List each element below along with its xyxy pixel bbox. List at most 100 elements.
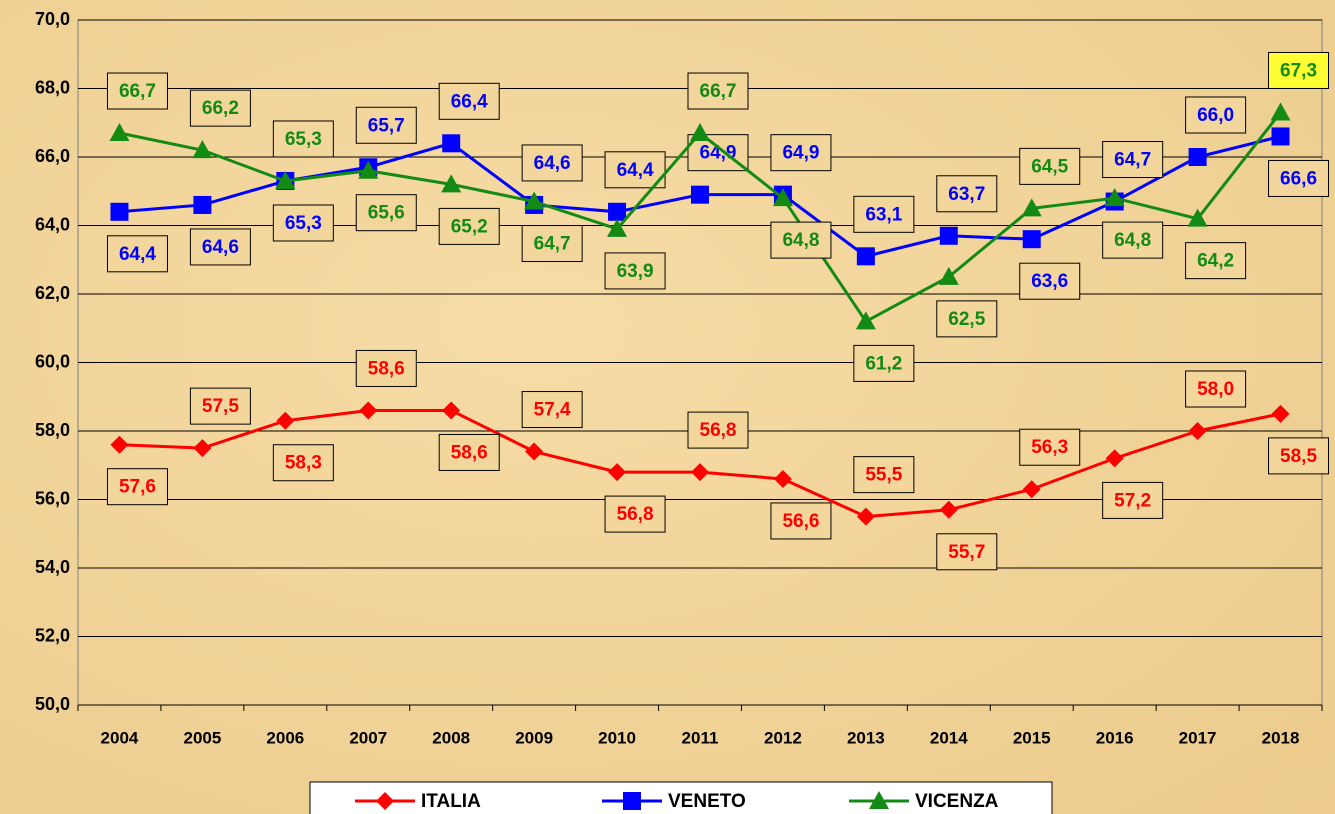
data-point	[525, 442, 544, 461]
legend	[309, 781, 1053, 814]
data-label: 58,0	[1197, 379, 1234, 400]
data-label-box	[438, 82, 500, 120]
data-label-box	[355, 194, 417, 232]
data-point	[1188, 422, 1207, 440]
data-point	[690, 123, 710, 142]
legend-marker	[623, 792, 641, 810]
data-point	[442, 401, 461, 420]
data-label-box	[189, 387, 251, 425]
data-label: 64,4	[119, 244, 156, 265]
data-label-box	[604, 151, 666, 189]
data-label-box	[1185, 370, 1247, 408]
x-tick-label: 2004	[101, 728, 139, 747]
data-label: 64,6	[202, 237, 239, 258]
data-label-box	[770, 221, 832, 259]
data-label: 63,1	[865, 204, 902, 225]
data-point	[939, 500, 958, 519]
data-label: 61,2	[865, 353, 902, 374]
data-label-box	[272, 204, 334, 242]
data-point	[193, 195, 212, 214]
data-label-box	[1268, 159, 1330, 197]
data-label: 66,6	[1280, 168, 1317, 189]
data-label-box	[189, 228, 251, 266]
data-label: 63,7	[948, 184, 985, 205]
data-point	[193, 439, 212, 458]
data-label-box	[521, 225, 583, 263]
data-label-box	[770, 502, 832, 540]
data-label: 65,7	[368, 115, 405, 136]
data-point	[607, 218, 628, 237]
data-point	[524, 191, 545, 210]
data-label-box	[272, 120, 334, 158]
data-label-box	[770, 134, 832, 172]
data-label-box	[853, 195, 915, 233]
data-label: 66,7	[119, 81, 156, 102]
data-label-box	[1102, 141, 1164, 179]
data-point	[608, 202, 627, 221]
data-point	[1187, 208, 1208, 227]
y-tick-label: 50,0	[35, 694, 70, 714]
data-point	[856, 247, 875, 266]
x-tick-label: 2009	[515, 728, 553, 747]
data-label-box	[355, 106, 417, 144]
data-label-box	[853, 344, 915, 382]
x-tick-label: 2014	[930, 728, 968, 747]
data-label: 65,2	[451, 216, 488, 237]
data-label-box	[1019, 262, 1081, 300]
data-point	[1022, 480, 1041, 499]
data-label-box	[106, 72, 168, 110]
data-label-box	[521, 144, 583, 182]
y-tick-label: 64,0	[35, 214, 70, 234]
data-label: 66,0	[1197, 105, 1234, 126]
data-point	[608, 463, 627, 482]
y-tick-label: 56,0	[35, 488, 70, 508]
data-label: 67,3	[1280, 60, 1317, 81]
data-label-box	[521, 391, 583, 429]
data-label-box	[438, 207, 500, 245]
data-label-box	[1102, 221, 1164, 259]
data-point	[441, 174, 462, 193]
data-label: 62,5	[948, 309, 985, 330]
data-label: 58,6	[451, 442, 488, 463]
data-label: 66,2	[202, 98, 239, 119]
data-point	[276, 411, 295, 430]
legend-label: ITALIA	[421, 791, 481, 812]
data-point	[1021, 198, 1042, 217]
data-label: 56,3	[1031, 437, 1068, 458]
data-label: 65,3	[285, 213, 322, 234]
data-label-box	[355, 349, 417, 387]
data-point	[192, 140, 213, 159]
data-label-box	[1268, 51, 1330, 89]
data-label: 64,7	[1114, 150, 1151, 171]
data-label: 56,8	[700, 420, 737, 441]
data-label-box	[936, 175, 998, 213]
x-tick-label: 2005	[183, 728, 221, 747]
data-label: 56,8	[617, 504, 654, 525]
y-tick-label: 54,0	[35, 557, 70, 577]
data-label: 63,9	[617, 261, 654, 282]
x-tick-label: 2018	[1262, 728, 1300, 747]
data-label: 65,3	[285, 129, 322, 150]
data-label-box	[936, 533, 998, 571]
data-label: 57,2	[1114, 490, 1151, 511]
data-label-box	[853, 456, 915, 494]
data-label: 64,7	[534, 234, 571, 255]
data-label: 58,3	[285, 453, 322, 474]
data-point	[109, 123, 130, 142]
x-tick-label: 2016	[1096, 728, 1134, 747]
x-tick-label: 2012	[764, 728, 802, 747]
data-label: 65,6	[368, 203, 405, 224]
y-tick-label: 66,0	[35, 146, 70, 166]
x-tick-label: 2011	[682, 728, 719, 747]
data-label: 58,5	[1280, 446, 1317, 467]
data-label-box	[687, 411, 749, 449]
data-point	[110, 435, 129, 454]
data-label: 56,6	[782, 511, 819, 532]
data-label-box	[272, 444, 334, 482]
data-point	[275, 170, 296, 189]
data-label: 64,4	[617, 160, 654, 181]
x-tick-label: 2013	[847, 728, 885, 747]
data-label-box	[687, 72, 749, 110]
data-label: 64,5	[1031, 156, 1068, 177]
